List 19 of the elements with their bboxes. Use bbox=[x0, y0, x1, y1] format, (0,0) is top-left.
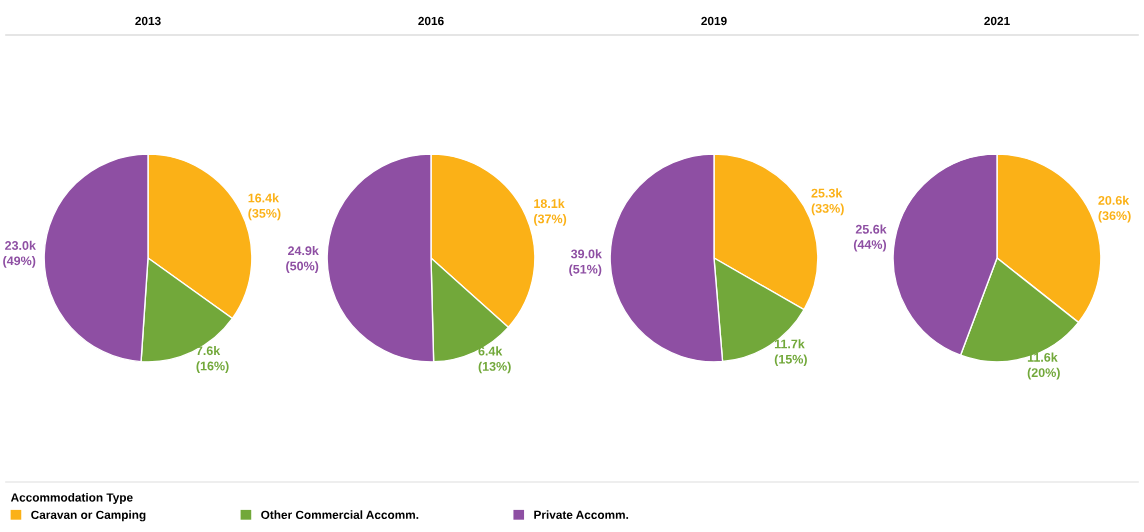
data-label: 25.6k (44%) bbox=[853, 224, 887, 252]
data-label: 18.1k (37%) bbox=[534, 198, 567, 226]
data-label: 16.4k (35%) bbox=[248, 193, 281, 221]
data-label: 20.6k (36%) bbox=[1098, 195, 1131, 223]
chart-title: 2013 bbox=[135, 16, 161, 26]
legend-label: Other Commercial Accomm. bbox=[261, 510, 419, 519]
data-label: 23.0k (49%) bbox=[3, 240, 36, 268]
legend-label: Caravan or Camping bbox=[31, 510, 146, 522]
data-label: 11.7k (15%) bbox=[774, 339, 807, 367]
chart-title: 2019 bbox=[701, 16, 727, 26]
chart-title: 2021 bbox=[984, 16, 1010, 26]
data-label: 25.3k (33%) bbox=[811, 188, 844, 216]
data-label: 24.9k (50%) bbox=[286, 245, 319, 273]
chart-title: 2016 bbox=[418, 16, 444, 26]
data-label: 7.6k (16%) bbox=[196, 345, 229, 373]
data-label: 6.4k (13%) bbox=[478, 346, 511, 374]
data-label: 39.0k (51%) bbox=[569, 249, 602, 277]
legend-title: Accommodation Type bbox=[10, 492, 133, 504]
legend-label: Private Accomm. bbox=[534, 510, 629, 519]
